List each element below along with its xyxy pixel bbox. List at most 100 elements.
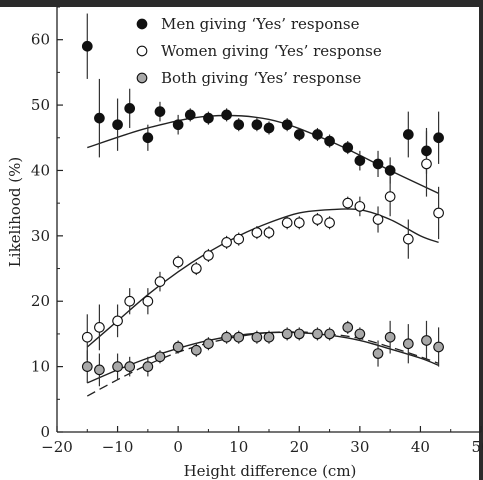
women-data-point (112, 315, 123, 327)
women-data-point (354, 201, 366, 212)
window-top-bar (0, 0, 483, 7)
legend: Men giving ‘Yes’ response Women giving ‘Y… (136, 15, 382, 87)
both-legend-marker (136, 72, 148, 84)
both-data-point (190, 344, 202, 356)
men-data-point (384, 165, 396, 176)
women-data-point (384, 191, 396, 202)
men-fit-curve (87, 114, 439, 194)
women-data-point (433, 207, 444, 219)
both-data-point (154, 351, 166, 363)
both-data-point (124, 361, 136, 372)
men-data-point (124, 102, 136, 114)
men-legend-label: Men giving ‘Yes’ response (161, 15, 360, 33)
women-data-point (372, 214, 384, 225)
men-data-point (112, 119, 123, 131)
both-data-point (142, 361, 154, 372)
both-data-point (402, 338, 414, 350)
women-data-point (233, 233, 245, 245)
both-data-point (421, 335, 432, 346)
men-data-point (293, 129, 305, 140)
x-tick-label: −10 (102, 438, 134, 456)
both-data-point (433, 341, 444, 353)
both-data-point (342, 322, 354, 333)
men-data-point (184, 109, 196, 121)
y-tick-label: 0 (40, 423, 50, 441)
women-data-point (142, 295, 154, 307)
women-data-point (312, 214, 323, 225)
men-data-point (421, 145, 432, 157)
both-data-point (293, 328, 305, 340)
women-legend-label: Women giving ‘Yes’ response (161, 42, 382, 60)
y-tick-label: 60 (31, 31, 50, 49)
both-data-point (251, 331, 263, 343)
men-data-point (203, 112, 214, 124)
women-data-point (94, 322, 105, 333)
women-data-point (251, 227, 263, 238)
men-data-point (402, 129, 414, 140)
y-tick-label: 30 (31, 227, 50, 245)
both-data-point (233, 331, 245, 343)
both-fit-curve-dashed (86, 331, 439, 397)
both-data-point (281, 328, 293, 340)
both-data-point (312, 328, 323, 340)
women-data-point (293, 217, 305, 229)
x-tick-label: 0 (173, 438, 183, 456)
both-data-point (203, 338, 214, 350)
both-data-point (354, 328, 366, 340)
women-data-point (402, 233, 414, 245)
both-data-point (81, 361, 93, 372)
men-legend-marker (136, 18, 148, 30)
y-tick-label: 40 (31, 161, 50, 179)
x-tick-label: 50 (471, 438, 483, 456)
both-data-point (94, 364, 105, 376)
men-data-point (94, 112, 105, 124)
men-data-point (433, 132, 444, 144)
women-data-point (203, 250, 214, 261)
both-data-point (384, 331, 396, 343)
both-data-point (221, 331, 232, 343)
both-data-point (112, 361, 123, 372)
x-axis-title: Height difference (cm) (184, 462, 357, 480)
y-tick-label: 50 (31, 96, 50, 114)
y-tick-label: 20 (31, 292, 50, 310)
men-data-point (154, 106, 166, 117)
men-data-point (251, 119, 263, 131)
women-data-point (172, 256, 184, 268)
men-data-point (263, 122, 275, 134)
axis-ticks: −20 −10 0 10 20 30 40 50 0 10 20 30 40 50 60 (31, 6, 483, 456)
women-legend-marker (136, 45, 148, 57)
women-data-point (124, 295, 136, 307)
men-data-point (342, 142, 354, 153)
men-data-point (281, 119, 293, 131)
men-data-point (233, 119, 245, 131)
women-data-point (281, 217, 293, 229)
y-tick-label: 10 (31, 358, 50, 376)
women-data-point (221, 237, 232, 248)
women-data-point (324, 217, 335, 229)
women-data-point (263, 227, 275, 238)
both-data-point (372, 348, 384, 359)
x-tick-label: 30 (350, 438, 369, 456)
x-tick-label: 40 (411, 438, 430, 456)
men-data-point (324, 135, 335, 147)
y-axis-title: Likelihood (%) (6, 157, 24, 267)
data-points (81, 40, 444, 376)
both-data-point (172, 341, 184, 353)
x-tick-label: 20 (290, 438, 309, 456)
both-data-point (263, 331, 275, 343)
x-tick-label: 10 (229, 438, 248, 456)
men-data-point (81, 40, 93, 52)
men-data-point (172, 119, 184, 131)
window-right-edge (479, 0, 483, 480)
men-data-point (354, 155, 366, 167)
both-legend-label: Both giving ‘Yes’ response (161, 69, 361, 87)
men-data-point (372, 158, 384, 170)
x-tick-label: −20 (41, 438, 73, 456)
both-data-point (324, 328, 335, 340)
men-data-point (221, 109, 232, 121)
women-data-point (421, 158, 432, 170)
men-data-point (312, 129, 323, 140)
women-data-point (154, 276, 166, 287)
men-data-point (142, 132, 154, 144)
